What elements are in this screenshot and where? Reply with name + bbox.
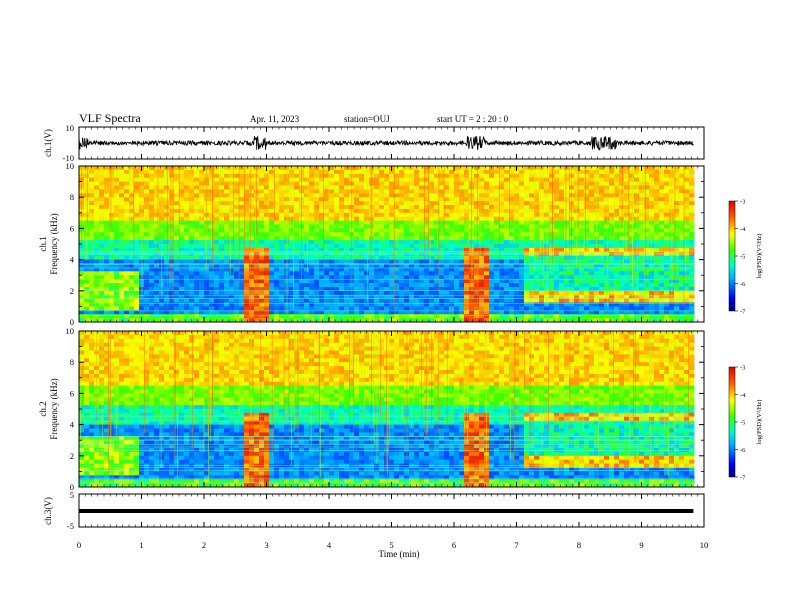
ch1-wave-ylabel: ch.1(V) [43, 129, 53, 157]
ch3-ytick-max: 5 [70, 490, 74, 500]
x-tick-9: 9 [639, 540, 643, 550]
cb1-tick--3: -3 [740, 198, 745, 205]
ch1-waveform-panel: 10 -10 ch.1(V) [43, 123, 705, 163]
ch1-spec-ylabel-a: ch.1 [38, 236, 48, 251]
cb2-tick--3: -3 [740, 364, 745, 371]
spec1-ytick-8: 8 [70, 192, 74, 202]
date-label: Apr. 11, 2023 [250, 114, 300, 124]
spec1-ytick-4: 4 [70, 255, 75, 265]
x-tick-1: 1 [139, 540, 143, 550]
ch1-spec-ylabel-b: Frequency (kHz) [49, 213, 59, 274]
ch1-colorbar [728, 200, 736, 312]
ch1-waveform-trace [79, 135, 694, 152]
x-tick-3: 3 [264, 540, 268, 550]
ch2-spectrogram-image [79, 331, 704, 488]
cb1-tick--4: -4 [740, 226, 746, 233]
spec2-ytick-8: 8 [70, 357, 74, 367]
start-time-label: start UT = 2 : 20 : 0 [437, 114, 509, 124]
cb2-tick--6: -6 [740, 447, 746, 454]
cb1-tick--6: -6 [740, 281, 746, 288]
ch1-ytick-min: -10 [63, 153, 74, 163]
ch1-ytick-max: 10 [66, 123, 75, 133]
x-axis-label: Time (min) [379, 549, 420, 559]
cb1-tick--5: -5 [740, 253, 745, 260]
spec2-ytick-6: 6 [70, 388, 74, 398]
cb1-tick--7: -7 [740, 308, 746, 315]
spec2-ytick-10: 10 [66, 326, 75, 336]
spec1-ytick-6: 6 [70, 223, 74, 233]
ch2-colorbar-label: log(PSD)(V²/Hz) [756, 400, 763, 445]
cb2-tick--7: -7 [740, 474, 746, 481]
x-tick-6: 6 [452, 540, 456, 550]
x-tick-4: 4 [327, 540, 332, 550]
spec1-ytick-0: 0 [70, 317, 74, 327]
spec2-ytick-2: 2 [70, 451, 74, 461]
x-tick-2: 2 [202, 540, 206, 550]
ch1-spectrogram-image [79, 166, 704, 323]
ch2-spec-ylabel-b: Frequency (kHz) [49, 378, 59, 439]
ch3-wave-ylabel: ch.3(V) [43, 497, 53, 525]
ch1-colorbar-label: log(PSD)(V²/Hz) [756, 234, 763, 279]
spec1-ytick-10: 10 [66, 161, 75, 171]
station-label: station=OUJ [344, 114, 390, 124]
ch2-colorbar [728, 366, 736, 478]
figure-title: VLF Spectra [79, 111, 141, 125]
x-tick-7: 7 [514, 540, 518, 550]
cb2-tick--5: -5 [740, 419, 745, 426]
spec1-ytick-2: 2 [70, 286, 74, 296]
ch3-ytick-min: -5 [67, 521, 74, 531]
x-tick-10: 10 [700, 540, 709, 550]
ch3-waveform-panel: 5 -5 ch.3(V) [43, 490, 705, 531]
cb2-tick--4: -4 [740, 392, 746, 399]
x-tick-0: 0 [77, 540, 81, 550]
x-tick-8: 8 [577, 540, 581, 550]
ch2-spec-ylabel-a: ch.2 [38, 401, 48, 416]
spec2-ytick-4: 4 [70, 420, 75, 430]
spec2-ytick-0: 0 [70, 482, 74, 492]
x-tick-5: 5 [389, 540, 393, 550]
